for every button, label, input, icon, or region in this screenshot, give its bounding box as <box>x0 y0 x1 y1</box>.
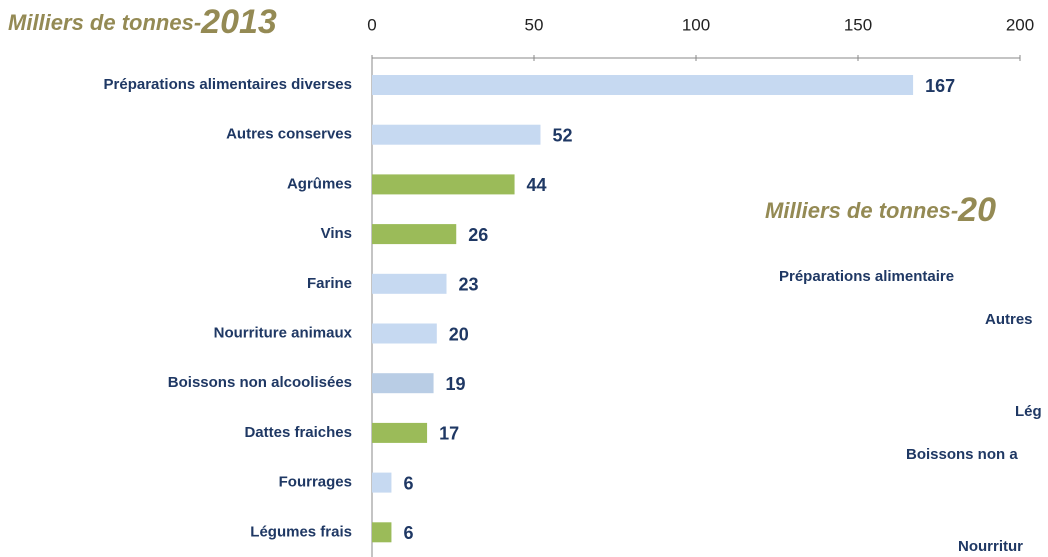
data-label: 6 <box>403 523 413 543</box>
bar <box>372 323 437 344</box>
bar <box>372 273 447 294</box>
chart-title: Milliers de tonnes-20 <box>765 191 996 229</box>
bar <box>372 174 515 195</box>
category-label: Dattes fraiches <box>244 424 352 441</box>
x-tick-label: 150 <box>844 15 872 34</box>
category-label: Autres conserves <box>226 126 352 143</box>
category-label: Nourritur <box>958 538 1023 555</box>
x-tick-label: 200 <box>1006 15 1034 34</box>
bar <box>372 75 914 95</box>
category-label: Agrûmes <box>287 175 352 192</box>
data-label: 52 <box>552 125 572 145</box>
category-label: Fourrages <box>279 474 352 491</box>
title-year: 20 <box>957 191 996 229</box>
bar <box>372 124 541 145</box>
data-label: 26 <box>468 225 488 245</box>
category-label: Boissons non alcoolisées <box>168 374 352 391</box>
bar <box>372 373 434 394</box>
bar <box>372 224 457 245</box>
category-label: Farine <box>307 275 352 292</box>
x-tick-label: 50 <box>525 15 544 34</box>
chart-title: Milliers de tonnes-2013 <box>8 3 277 41</box>
title-year: 2013 <box>200 3 277 41</box>
category-label: Vins <box>321 225 352 242</box>
data-label: 44 <box>527 175 547 195</box>
title-text: Milliers de tonnes- <box>8 10 201 35</box>
category-label: Préparations alimentaires diverses <box>104 76 352 93</box>
data-label: 20 <box>449 324 469 344</box>
category-label: Nourriture animaux <box>214 324 353 341</box>
bar <box>372 472 392 493</box>
category-label: Lég <box>1015 403 1042 420</box>
category-label: Autres <box>985 311 1033 328</box>
title-text: Milliers de tonnes- <box>765 198 958 223</box>
data-label: 17 <box>439 424 459 444</box>
category-label: Boissons non a <box>906 446 1018 463</box>
x-tick-label: 100 <box>682 15 710 34</box>
bar <box>372 522 392 543</box>
data-label: 19 <box>446 374 466 394</box>
category-label: Légumes frais <box>250 523 352 540</box>
data-label: 6 <box>403 473 413 493</box>
data-label: 167 <box>925 76 955 96</box>
category-label: Préparations alimentaire <box>779 268 954 285</box>
data-label: 23 <box>459 275 479 295</box>
bar <box>372 422 428 443</box>
x-tick-label: 0 <box>367 15 376 34</box>
